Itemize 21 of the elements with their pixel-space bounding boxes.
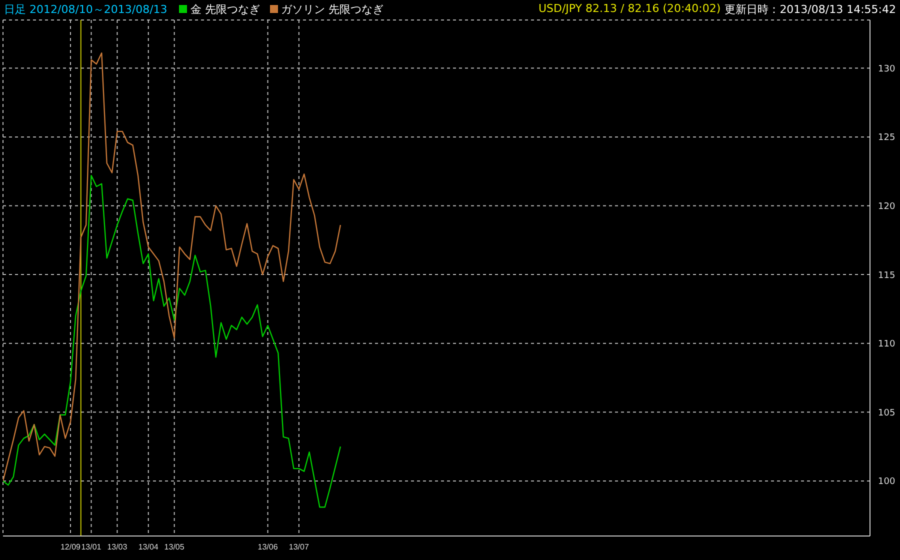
y-tick-label: 110: [878, 340, 896, 350]
y-tick-label: 120: [878, 202, 896, 212]
chart-title: 日足 2012/08/10～2013/08/13: [4, 2, 168, 16]
text: USD/JPY 82.13 / 82.16 (20:40:02): [538, 2, 721, 16]
y-tick-label: 105: [878, 408, 896, 418]
x-tick-label: 13/06: [258, 542, 278, 552]
x-tick-label: 13/04: [138, 542, 159, 552]
legend-label: ガソリン 先限つなぎ: [280, 2, 384, 16]
x-tick-label: 12/09: [60, 542, 82, 552]
x-tick-label: 13/01: [81, 542, 102, 552]
text: 更新日時：2013/08/13 14:55:42: [724, 2, 896, 16]
legend-label: 金 先限つなぎ: [190, 2, 260, 16]
y-tick-label: 130: [878, 64, 896, 74]
y-tick-label: 125: [878, 133, 896, 144]
line-series: [3, 174, 342, 508]
x-tick-label: 13/07: [288, 542, 310, 552]
x-tick-label: 13/05: [164, 542, 185, 552]
y-tick-label: 100: [878, 477, 896, 488]
line-series: [3, 52, 342, 482]
y-tick-label: 115: [878, 270, 896, 281]
x-tick-label: 13/03: [107, 542, 128, 552]
